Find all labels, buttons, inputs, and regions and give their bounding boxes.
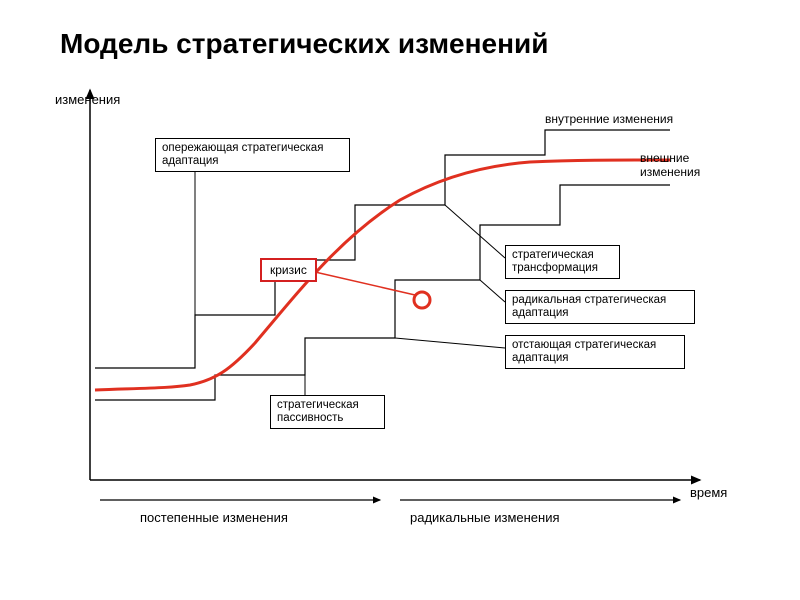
box-lagging-adaptation: отстающая стратегическая адаптация [505,335,685,369]
label-external-l2: изменения [640,165,700,179]
crisis-marker [414,292,430,308]
box-proactive-l2: адаптация [162,155,219,167]
box-passivity: стратегическая пассивность [270,395,385,429]
leader-lagging [395,338,505,348]
bottom-label-radical: радикальные изменения [410,510,560,525]
leader-transformation [445,205,505,258]
x-axis-label: время [690,485,727,500]
box-proactive-l1: опережающая стратегическая [162,142,323,154]
box-transformation-l1: стратегическая [512,249,594,261]
box-passivity-l2: пассивность [277,412,343,424]
box-passivity-l1: стратегическая [277,399,359,411]
box-lagging-l1: отстающая стратегическая [512,339,656,351]
box-radical-adaptation: радикальная стратегическая адаптация [505,290,695,324]
box-transformation-l2: трансформация [512,262,598,274]
box-lagging-l2: адаптация [512,352,569,364]
box-crisis: кризис [260,258,317,282]
box-proactive-adaptation: опережающая стратегическая адаптация [155,138,350,172]
box-radical-l2: адаптация [512,307,569,319]
bottom-label-gradual: постепенные изменения [140,510,288,525]
leader-radical [480,280,505,302]
leader-crisis [315,272,415,295]
box-transformation: стратегическая трансформация [505,245,620,279]
y-axis-label: изменения [55,92,120,107]
label-internal-changes: внутренние изменения [545,112,673,126]
box-radical-l1: радикальная стратегическая [512,294,666,306]
label-external-l1: внешние [640,151,689,165]
label-external-changes: внешние изменения [640,152,700,180]
